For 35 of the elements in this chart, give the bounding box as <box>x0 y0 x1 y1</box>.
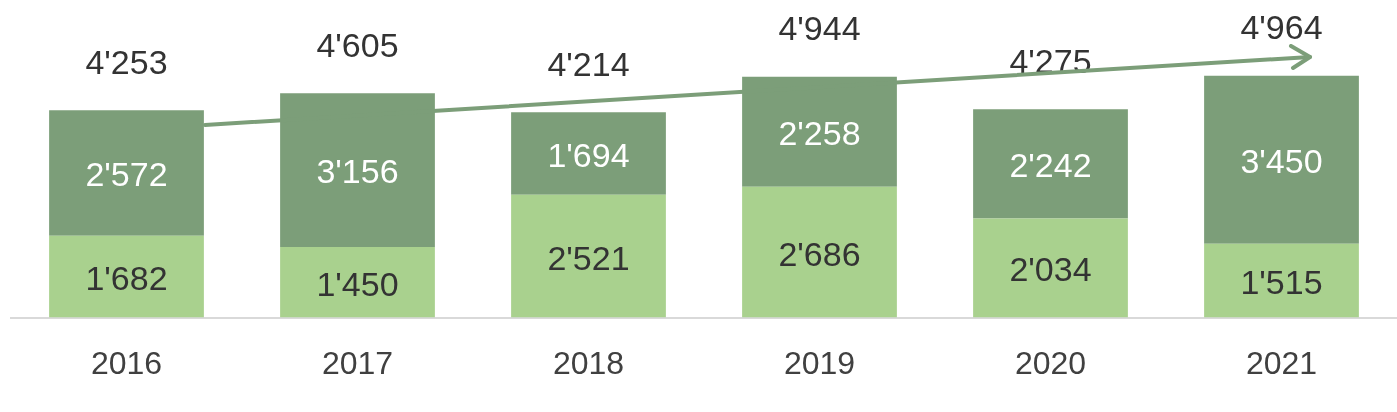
bar <box>511 112 666 195</box>
data-label: 1'682 <box>85 259 168 297</box>
data-label: 1'515 <box>1240 263 1323 302</box>
x-tick-label: 2019 <box>783 344 856 381</box>
bar <box>280 93 435 247</box>
data-label: 3'156 <box>316 152 399 191</box>
x-tick-label: 2016 <box>90 344 163 381</box>
data-label: 2'521 <box>547 238 630 277</box>
total-label: 4'253 <box>85 42 168 81</box>
bar <box>742 186 897 318</box>
data-label: 2'242 <box>1009 146 1092 185</box>
bar <box>511 194 666 318</box>
bar <box>1204 75 1359 244</box>
bar <box>973 218 1128 318</box>
total-label: 4'944 <box>778 9 861 48</box>
data-label: 1'694 <box>547 135 630 174</box>
data-label: 2'686 <box>778 234 861 273</box>
x-tick-label: 2017 <box>321 344 394 381</box>
data-label: 2'034 <box>1009 250 1092 289</box>
x-tick-label: 2018 <box>552 344 625 381</box>
total-label: 4'964 <box>1240 8 1323 47</box>
total-label: 4'605 <box>316 25 399 64</box>
data-label: 1'450 <box>316 264 399 303</box>
total-label: 4'214 <box>547 44 630 83</box>
data-label: 2'258 <box>778 114 861 153</box>
x-tick-label: 2021 <box>1245 344 1318 381</box>
data-label: 3'450 <box>1240 142 1323 181</box>
bar <box>973 109 1128 219</box>
x-tick-label: 2020 <box>1014 344 1087 381</box>
bar <box>280 246 435 318</box>
data-label: 2'572 <box>85 155 168 194</box>
bar <box>49 235 204 318</box>
bar <box>1204 243 1359 318</box>
bar <box>742 76 897 187</box>
bar <box>49 110 204 236</box>
